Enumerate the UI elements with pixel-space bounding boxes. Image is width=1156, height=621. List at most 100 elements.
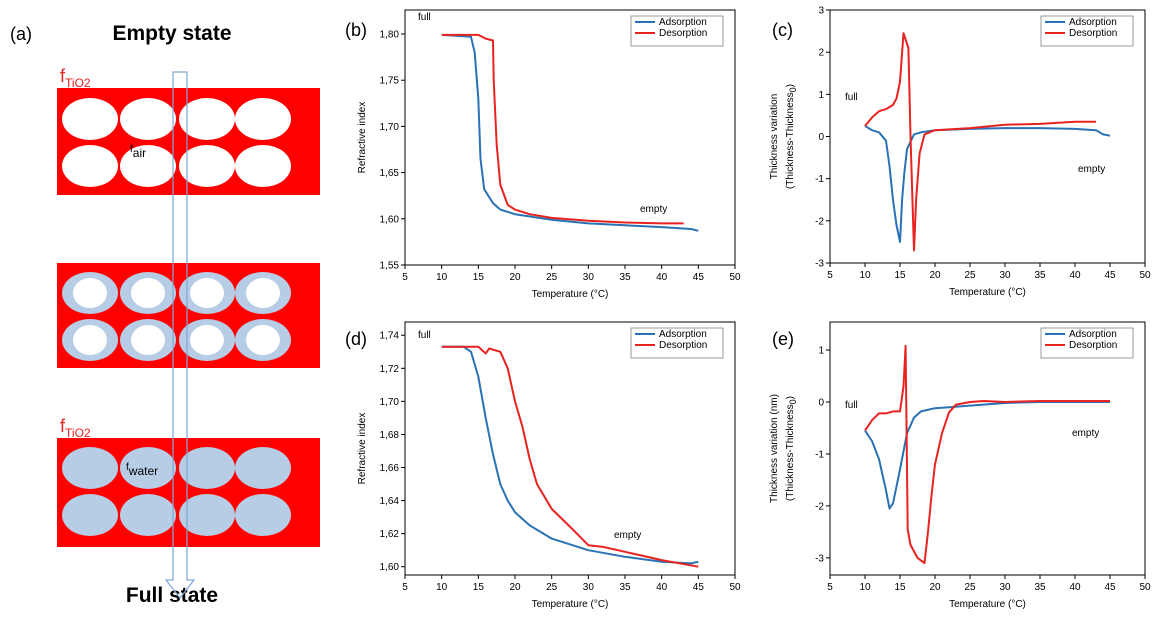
pore (62, 98, 118, 140)
pore-label: fwater (126, 462, 158, 478)
x-tick-label: 45 (1104, 582, 1116, 593)
pore (62, 145, 118, 187)
x-tick-label: 5 (827, 582, 833, 593)
y-axis-label: (Thickness-Thickness0) (785, 84, 798, 189)
plot-frame (404, 321, 736, 576)
y-tick-label: 1,60 (380, 214, 400, 225)
x-tick-label: 10 (436, 272, 448, 283)
pore (62, 494, 118, 536)
legend-label: Adsorption (1069, 17, 1117, 28)
y-axis-label: Thickness variation (769, 94, 780, 180)
pores (62, 98, 291, 536)
y-tick-label: -2 (815, 216, 824, 227)
x-tick-label: 5 (402, 272, 408, 283)
subscript: TiO2 (65, 76, 91, 90)
y-tick-label: 1,75 (380, 76, 400, 87)
legend-label: Desorption (659, 28, 707, 39)
x-tick-label: 10 (859, 582, 871, 593)
chart: 5 10 15 20 25 30 35 40 45 50 -3 -2 -1 0 1 Temperature (… (769, 321, 1151, 610)
annotation: full (418, 12, 431, 23)
pore (179, 494, 235, 536)
x-tick-label: 45 (693, 272, 705, 283)
y-axis-label: Refractive index (357, 413, 368, 485)
pore (235, 447, 291, 489)
annotation: full (845, 92, 858, 103)
pore (179, 98, 235, 140)
annotation: full (845, 400, 858, 411)
arrow (164, 71, 196, 599)
legend-label: Desorption (659, 340, 707, 351)
annotation: empty (640, 204, 667, 215)
plot-frame (829, 9, 1146, 264)
legend-label: Desorption (1069, 340, 1117, 351)
x-tick-label: 25 (546, 272, 558, 283)
symbol: f (60, 416, 66, 436)
bottom-title: Full state (126, 584, 218, 607)
x-tick-label: 15 (473, 272, 485, 283)
x-tick-label: 25 (964, 270, 976, 281)
x-tick-label: 40 (656, 272, 668, 283)
y-axis-label: Thickness variation (nm) (769, 394, 780, 503)
subscript: water (128, 464, 158, 478)
y-tick-label: 0 (818, 398, 824, 409)
legend-label: Adsorption (659, 329, 707, 340)
x-tick-label: 50 (1139, 582, 1151, 593)
data-line (441, 33, 684, 225)
x-tick-label: 35 (1034, 270, 1046, 281)
y-tick-label: 1,68 (380, 430, 400, 441)
chart: 5 10 15 20 25 30 35 40 45 50 1,60 1,62 1,64 1,66 1,68 1… (345, 321, 741, 610)
annotation: empty (1078, 164, 1105, 175)
panel-label: (c) (772, 20, 793, 40)
y-tick-label: -1 (815, 449, 824, 460)
label-part: (Thickness-Thickness (785, 92, 796, 189)
annotation: full (418, 330, 431, 341)
x-tick-label: 50 (729, 272, 741, 283)
data-line (864, 401, 1110, 510)
x-tick-label: 35 (619, 582, 631, 593)
pore (235, 145, 291, 187)
y-axis-label: Refractive index (357, 102, 368, 174)
chart: 5 10 15 20 25 30 35 40 45 50 -3 -2 -1 0 1 2 3 Temperature… (769, 6, 1151, 299)
label-part: ) (785, 84, 796, 87)
y-tick-label: 1,65 (380, 168, 400, 179)
pore (120, 145, 176, 187)
data-line (864, 125, 1111, 243)
x-tick-label: 5 (402, 582, 408, 593)
pore (235, 98, 291, 140)
x-tick-label: 45 (693, 582, 705, 593)
y-tick-label: -1 (815, 174, 824, 185)
plot-frame (829, 321, 1146, 576)
pore-core (131, 325, 165, 355)
x-tick-label: 5 (827, 270, 833, 281)
label-part: (Thickness-Thickness (785, 404, 796, 501)
x-tick-label: 50 (729, 582, 741, 593)
x-axis-label: Temperature (°C) (532, 599, 609, 610)
pore-label: fair (130, 144, 146, 160)
pore (62, 447, 118, 489)
y-tick-label: 2 (818, 48, 824, 59)
data-line (441, 345, 699, 568)
legend-label: Desorption (1069, 28, 1117, 39)
y-tick-label: 1,74 (380, 331, 400, 342)
symbol: f (126, 462, 129, 473)
x-tick-label: 15 (894, 582, 906, 593)
y-tick-label: 1,60 (380, 562, 400, 573)
symbol: f (60, 66, 66, 86)
y-tick-label: 1 (818, 346, 824, 357)
x-tick-label: 10 (436, 582, 448, 593)
y-axis-label: (Thickness-Thickness0) (785, 396, 798, 501)
label-sub: 0 (788, 399, 798, 404)
data-line (864, 32, 1096, 252)
y-tick-label: 1,66 (380, 463, 400, 474)
y-tick-label: 0 (818, 132, 824, 143)
subscript: air (133, 146, 146, 160)
y-tick-label: 1,62 (380, 529, 400, 540)
pore (179, 145, 235, 187)
x-tick-label: 45 (1104, 270, 1116, 281)
chart: 5 10 15 20 25 30 35 40 45 50 1,55 1,60 1,65 1,70 1,75 1… (345, 9, 741, 300)
x-tick-label: 50 (1139, 270, 1151, 281)
pore-core (190, 325, 224, 355)
pore (120, 447, 176, 489)
annotation: empty (1072, 428, 1099, 439)
